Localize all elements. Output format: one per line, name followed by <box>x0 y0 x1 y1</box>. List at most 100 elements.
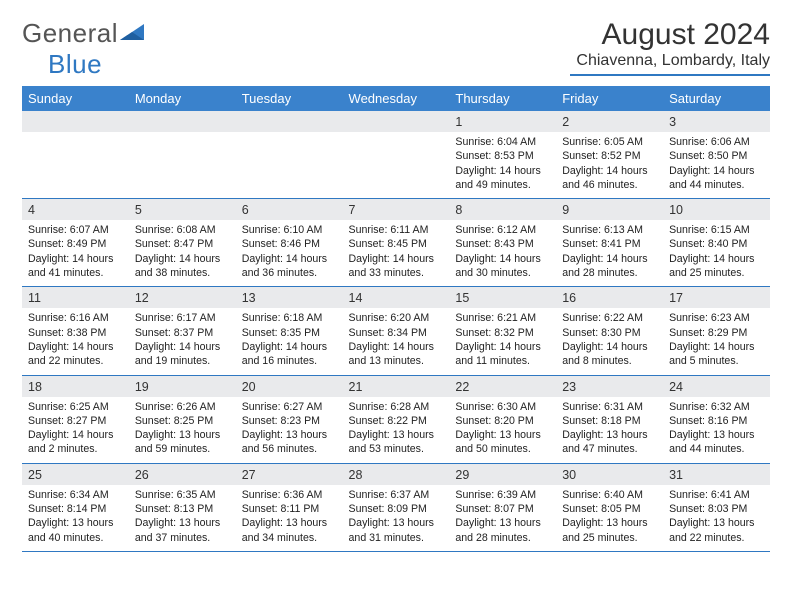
sunset-line: Sunset: 8:46 PM <box>242 237 337 251</box>
day-body: Sunrise: 6:39 AMSunset: 8:07 PMDaylight:… <box>449 485 556 551</box>
day-body: Sunrise: 6:35 AMSunset: 8:13 PMDaylight:… <box>129 485 236 551</box>
calendar-cell: 8 Sunrise: 6:12 AMSunset: 8:43 PMDaylight… <box>449 199 556 287</box>
day-number: 19 <box>129 376 236 397</box>
calendar-cell: 20Sunrise: 6:27 AMSunset: 8:23 PMDayligh… <box>236 375 343 463</box>
sunrise-line: Sunrise: 6:17 AM <box>135 311 230 325</box>
sunset-line: Sunset: 8:07 PM <box>455 502 550 516</box>
brand-part2: Blue <box>48 49 102 79</box>
calendar-cell: 9Sunrise: 6:13 AMSunset: 8:41 PMDaylight… <box>556 199 663 287</box>
sunrise-line: Sunrise: 6:13 AM <box>562 223 657 237</box>
sunrise-line: Sunrise: 6:37 AM <box>349 488 444 502</box>
sunset-line: Sunset: 8:43 PM <box>455 237 550 251</box>
day-header: Tuesday <box>236 86 343 111</box>
sunset-line: Sunset: 8:25 PM <box>135 414 230 428</box>
brand-text: General Blue <box>22 18 148 80</box>
day-body: Sunrise: 6:06 AMSunset: 8:50 PMDaylight:… <box>663 132 770 198</box>
sunset-line: Sunset: 8:40 PM <box>669 237 764 251</box>
daylight-line: Daylight: 13 hours and 47 minutes. <box>562 428 657 457</box>
sunrise-line: Sunrise: 6:40 AM <box>562 488 657 502</box>
day-number: 17 <box>663 287 770 308</box>
calendar-cell: 13Sunrise: 6:18 AMSunset: 8:35 PMDayligh… <box>236 287 343 375</box>
header-row: General Blue August 2024 Chiavenna, Lomb… <box>22 18 770 80</box>
day-number: 8 <box>449 199 556 220</box>
day-header: Friday <box>556 86 663 111</box>
daylight-line: Daylight: 14 hours and 41 minutes. <box>28 252 123 281</box>
daylight-line: Daylight: 14 hours and 30 minutes. <box>455 252 550 281</box>
page-title: August 2024 <box>570 18 770 52</box>
calendar-cell: 6Sunrise: 6:10 AMSunset: 8:46 PMDaylight… <box>236 199 343 287</box>
title-block: August 2024 Chiavenna, Lombardy, Italy <box>570 18 770 76</box>
day-number: 23 <box>556 376 663 397</box>
day-number: 30 <box>556 464 663 485</box>
day-number: 14 <box>343 287 450 308</box>
calendar-cell: 30Sunrise: 6:40 AMSunset: 8:05 PMDayligh… <box>556 463 663 551</box>
calendar-body: 1Sunrise: 6:04 AMSunset: 8:53 PMDaylight… <box>22 111 770 551</box>
sunset-line: Sunset: 8:11 PM <box>242 502 337 516</box>
calendar-row: 25Sunrise: 6:34 AMSunset: 8:14 PMDayligh… <box>22 463 770 551</box>
sunset-line: Sunset: 8:13 PM <box>135 502 230 516</box>
daylight-line: Daylight: 14 hours and 46 minutes. <box>562 164 657 193</box>
day-number: 31 <box>663 464 770 485</box>
daylight-line: Daylight: 13 hours and 44 minutes. <box>669 428 764 457</box>
calendar-head: SundayMondayTuesdayWednesdayThursdayFrid… <box>22 86 770 111</box>
sunrise-line: Sunrise: 6:12 AM <box>455 223 550 237</box>
day-number: 13 <box>236 287 343 308</box>
day-body: Sunrise: 6:32 AMSunset: 8:16 PMDaylight:… <box>663 397 770 463</box>
sunrise-line: Sunrise: 6:11 AM <box>349 223 444 237</box>
day-body: Sunrise: 6:36 AMSunset: 8:11 PMDaylight:… <box>236 485 343 551</box>
sunset-line: Sunset: 8:37 PM <box>135 326 230 340</box>
sunrise-line: Sunrise: 6:06 AM <box>669 135 764 149</box>
day-body: Sunrise: 6:04 AMSunset: 8:53 PMDaylight:… <box>449 132 556 198</box>
day-number: 16 <box>556 287 663 308</box>
daylight-line: Daylight: 13 hours and 28 minutes. <box>455 516 550 545</box>
day-body: Sunrise: 6:26 AMSunset: 8:25 PMDaylight:… <box>129 397 236 463</box>
sunset-line: Sunset: 8:27 PM <box>28 414 123 428</box>
calendar-row: 1Sunrise: 6:04 AMSunset: 8:53 PMDaylight… <box>22 111 770 199</box>
sunset-line: Sunset: 8:09 PM <box>349 502 444 516</box>
daylight-line: Daylight: 14 hours and 36 minutes. <box>242 252 337 281</box>
day-number: 11 <box>22 287 129 308</box>
daylight-line: Daylight: 14 hours and 2 minutes. <box>28 428 123 457</box>
calendar-cell-empty <box>343 111 450 199</box>
sunrise-line: Sunrise: 6:21 AM <box>455 311 550 325</box>
sunrise-line: Sunrise: 6:08 AM <box>135 223 230 237</box>
sunrise-line: Sunrise: 6:15 AM <box>669 223 764 237</box>
day-body: Sunrise: 6:25 AMSunset: 8:27 PMDaylight:… <box>22 397 129 463</box>
daylight-line: Daylight: 14 hours and 16 minutes. <box>242 340 337 369</box>
daylight-line: Daylight: 14 hours and 5 minutes. <box>669 340 764 369</box>
calendar-cell: 3Sunrise: 6:06 AMSunset: 8:50 PMDaylight… <box>663 111 770 199</box>
sunrise-line: Sunrise: 6:05 AM <box>562 135 657 149</box>
day-number: 4 <box>22 199 129 220</box>
daylight-line: Daylight: 14 hours and 49 minutes. <box>455 164 550 193</box>
calendar-cell: 29Sunrise: 6:39 AMSunset: 8:07 PMDayligh… <box>449 463 556 551</box>
logo-triangle-icon <box>120 22 148 42</box>
sunrise-line: Sunrise: 6:27 AM <box>242 400 337 414</box>
sunset-line: Sunset: 8:45 PM <box>349 237 444 251</box>
daylight-line: Daylight: 14 hours and 44 minutes. <box>669 164 764 193</box>
daylight-line: Daylight: 14 hours and 33 minutes. <box>349 252 444 281</box>
calendar-cell: 12Sunrise: 6:17 AMSunset: 8:37 PMDayligh… <box>129 287 236 375</box>
sunset-line: Sunset: 8:18 PM <box>562 414 657 428</box>
day-body: Sunrise: 6:23 AMSunset: 8:29 PMDaylight:… <box>663 308 770 374</box>
day-body: Sunrise: 6:41 AMSunset: 8:03 PMDaylight:… <box>663 485 770 551</box>
day-body: Sunrise: 6:16 AMSunset: 8:38 PMDaylight:… <box>22 308 129 374</box>
daylight-line: Daylight: 14 hours and 28 minutes. <box>562 252 657 281</box>
calendar-cell: 18Sunrise: 6:25 AMSunset: 8:27 PMDayligh… <box>22 375 129 463</box>
sunrise-line: Sunrise: 6:36 AM <box>242 488 337 502</box>
calendar-row: 4Sunrise: 6:07 AMSunset: 8:49 PMDaylight… <box>22 199 770 287</box>
day-number: 26 <box>129 464 236 485</box>
brand-part1: General <box>22 18 118 48</box>
day-body: Sunrise: 6:18 AMSunset: 8:35 PMDaylight:… <box>236 308 343 374</box>
sunrise-line: Sunrise: 6:35 AM <box>135 488 230 502</box>
daylight-line: Daylight: 13 hours and 53 minutes. <box>349 428 444 457</box>
sunset-line: Sunset: 8:34 PM <box>349 326 444 340</box>
daylight-line: Daylight: 14 hours and 8 minutes. <box>562 340 657 369</box>
sunset-line: Sunset: 8:32 PM <box>455 326 550 340</box>
sunset-line: Sunset: 8:23 PM <box>242 414 337 428</box>
sunrise-line: Sunrise: 6:22 AM <box>562 311 657 325</box>
sunset-line: Sunset: 8:49 PM <box>28 237 123 251</box>
daylight-line: Daylight: 13 hours and 31 minutes. <box>349 516 444 545</box>
sunset-line: Sunset: 8:38 PM <box>28 326 123 340</box>
day-number: 22 <box>449 376 556 397</box>
day-header: Thursday <box>449 86 556 111</box>
